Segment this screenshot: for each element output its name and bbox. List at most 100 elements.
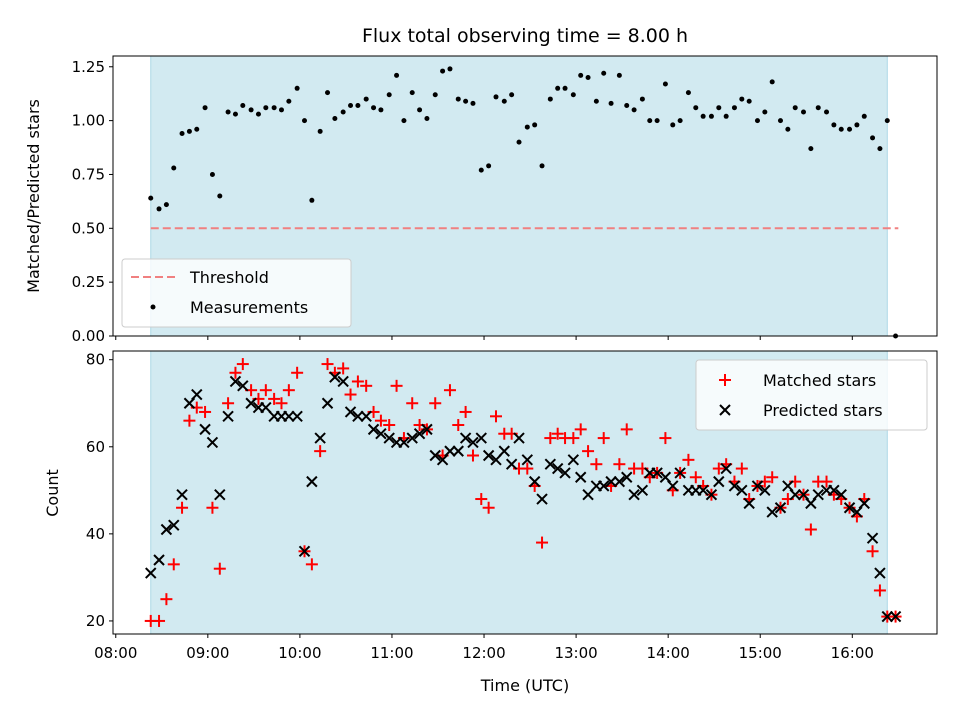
measurement-point (325, 90, 331, 96)
measurement-point (769, 79, 775, 85)
matched-star-point (222, 397, 235, 410)
measurement-point (470, 100, 476, 106)
measurement-point (401, 118, 407, 124)
predicted-star-point (406, 432, 418, 444)
matched-star-point (452, 419, 465, 432)
measurement-point (570, 92, 576, 98)
predicted-star-point (567, 454, 580, 466)
predicted-star-point (728, 480, 741, 492)
measurement-point (301, 118, 307, 124)
measurement-point (363, 96, 369, 102)
matched-star-point (536, 536, 549, 549)
matched-star-point (735, 462, 748, 475)
predicted-star-point (828, 484, 840, 497)
matched-star-point (574, 423, 587, 436)
measurement-point (624, 103, 630, 109)
matched-star-point (429, 397, 442, 410)
x-tick-label: 14:00 (647, 644, 690, 662)
predicted-star-point (467, 436, 479, 449)
matched-star-point (804, 523, 817, 536)
measurement-point (186, 128, 192, 134)
measurement-point (386, 92, 392, 98)
predicted-star-point (229, 375, 242, 388)
matched-star-point (406, 397, 419, 410)
matched-star-point (582, 445, 595, 458)
measurement-point (409, 90, 415, 96)
matched-star-point (390, 379, 403, 392)
matched-star-point (236, 358, 249, 371)
predicted-star-point (429, 449, 441, 462)
measurement-point (225, 109, 231, 115)
measurement-point (309, 197, 315, 203)
measurement-point (440, 68, 446, 74)
predicted-star-point (766, 506, 778, 518)
predicted-star-point (521, 454, 534, 466)
matched-star-point (567, 432, 580, 445)
measurement-point (785, 126, 791, 132)
measurement-point (501, 98, 507, 104)
predicted-star-point (191, 388, 203, 401)
x-tick-label: 16:00 (831, 644, 874, 662)
matched-legend-marker (719, 374, 731, 386)
measurement-point (870, 135, 876, 141)
measurement-point (217, 193, 223, 199)
measurement-point (509, 92, 515, 98)
matched-star-point (167, 558, 180, 571)
measurement-point (647, 118, 653, 124)
measurement-point (463, 98, 469, 104)
count-y-tick-label: 40 (86, 525, 105, 543)
measurement-point (378, 107, 384, 113)
measurement-point (240, 103, 246, 109)
matched-star-point (268, 392, 281, 405)
matched-star-point (291, 366, 304, 379)
measurement-point (708, 113, 714, 119)
x-tick-label: 10:00 (278, 644, 321, 662)
matched-star-point (282, 384, 295, 397)
predicted-star-point (774, 502, 787, 514)
matched-star-point (766, 471, 779, 484)
matched-star-point (866, 545, 879, 558)
predicted-star-point (199, 423, 211, 436)
matched-star-point (305, 558, 318, 571)
measurement-point (432, 92, 438, 98)
matched-star-point (206, 501, 219, 514)
predicted-star-point (544, 458, 557, 470)
predicted-star-point (321, 397, 334, 409)
matched-star-point (682, 453, 695, 466)
x-tick-label: 09:00 (186, 644, 229, 662)
predicted-star-point (697, 484, 709, 497)
ratio-y-tick-label: 0.00 (72, 327, 105, 345)
ratio-y-tick-label: 0.75 (72, 165, 105, 183)
matched-star-point (383, 419, 396, 432)
count-panel: 20 40 60 80 08:00 09:00 10:00 11:00 12:00 13:00 1… (43, 350, 938, 695)
predicted-star-point (145, 567, 157, 579)
predicted-star-point (505, 458, 518, 470)
measurement-point (447, 66, 453, 72)
measurement-point (562, 85, 568, 91)
threshold-legend-label: Threshold (189, 268, 269, 287)
measurement-point (746, 98, 752, 104)
predicted-star-point (812, 488, 824, 501)
matched-star-point (275, 397, 288, 410)
matched-star-point (551, 427, 564, 440)
matched-star-point (160, 593, 173, 606)
predicted-star-point (605, 475, 617, 488)
ratio-y-tick-label: 0.50 (72, 219, 105, 237)
measurement-point (808, 146, 814, 152)
matched-star-point (443, 384, 456, 397)
measurement-point (255, 111, 261, 117)
measurement-point (654, 118, 660, 124)
matched-legend-label: Matched stars (763, 371, 876, 390)
predicted-star-point (866, 532, 879, 544)
predicted-star-point (881, 610, 893, 623)
measurement-point (639, 96, 645, 102)
count-y-tick-label: 80 (86, 351, 105, 369)
predicted-star-point (736, 484, 748, 497)
measurement-point (877, 146, 883, 152)
measurement-point (539, 163, 545, 169)
measurement-point (194, 126, 200, 132)
measurement-point (831, 122, 837, 128)
predicted-star-point (306, 475, 318, 488)
predicted-star-point (176, 488, 188, 501)
